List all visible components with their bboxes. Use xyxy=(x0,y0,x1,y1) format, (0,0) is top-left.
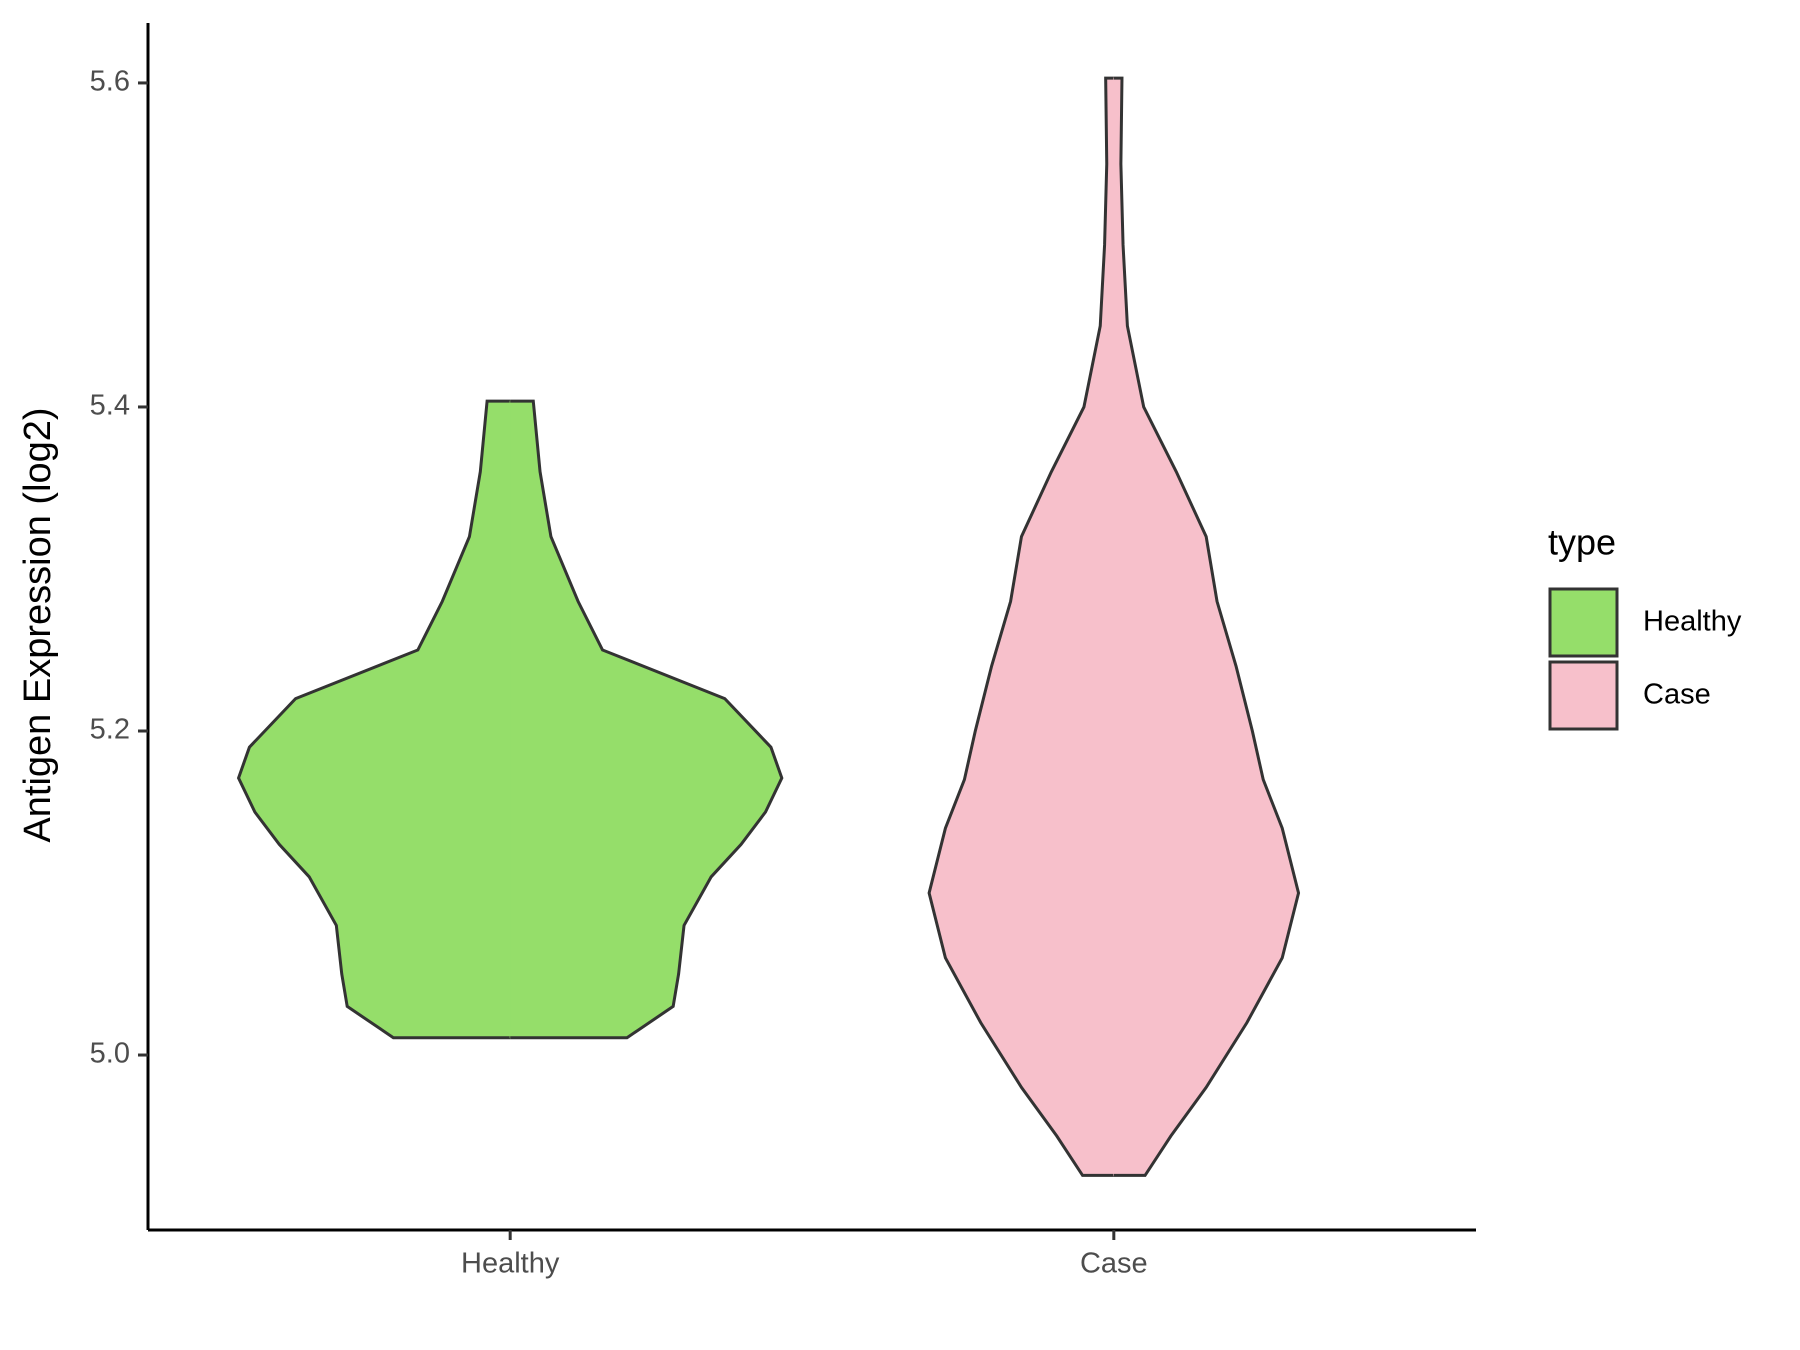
violin-outline xyxy=(927,76,1114,1177)
legend-key xyxy=(1548,587,1619,658)
legend-label: Case xyxy=(1643,679,1711,711)
y-tick-label: 5.2 xyxy=(90,714,130,746)
x-tick-label: Case xyxy=(1080,1248,1148,1280)
y-tick-label: 5.4 xyxy=(90,390,130,422)
y-tick-label: 5.6 xyxy=(90,66,130,98)
y-axis-title: Antigen Expression (log2) xyxy=(17,407,59,842)
legend-title: type xyxy=(1548,522,1616,563)
y-tick-label: 5.0 xyxy=(90,1038,130,1070)
violin-half xyxy=(238,400,511,1039)
violin-half xyxy=(1113,77,1300,1176)
violin-outline xyxy=(236,399,511,1040)
violin-outline xyxy=(510,399,784,1040)
violin-half xyxy=(928,77,1115,1176)
x-tick-label: Healthy xyxy=(461,1248,560,1280)
legend-key xyxy=(1548,660,1619,731)
violin-half xyxy=(509,400,783,1039)
legend-label: Healthy xyxy=(1643,606,1742,638)
violin-outline xyxy=(1113,76,1301,1177)
